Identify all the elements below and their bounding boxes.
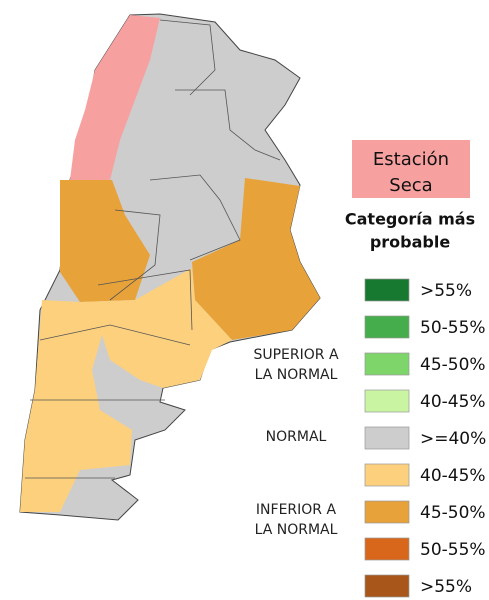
group-label: SUPERIOR A <box>253 347 338 363</box>
legend-swatch <box>364 463 410 487</box>
province-line <box>149 174 241 261</box>
title: Seca <box>389 175 432 196</box>
group-label: LA NORMAL <box>255 367 338 383</box>
legend: Estación Seca Categoría más probable SUPERIO… <box>253 149 486 598</box>
legend-label: 40-45% <box>420 392 486 412</box>
legend-label: 50-55% <box>420 540 486 560</box>
legend-swatch <box>364 389 410 413</box>
legend-swatch <box>364 426 410 450</box>
province-line <box>109 209 161 301</box>
group-label: INFERIOR A <box>256 502 337 518</box>
group-label: LA NORMAL <box>255 522 338 538</box>
legend-label: 50-55% <box>420 318 486 338</box>
subtitle: probable <box>370 233 451 252</box>
legend-label: 45-50% <box>420 503 486 523</box>
region-45-50-west <box>60 180 150 302</box>
legend-swatch <box>364 278 410 302</box>
legend-swatch <box>364 537 410 561</box>
legend-label: 45-50% <box>420 355 486 375</box>
legend-label: 40-45% <box>420 466 486 486</box>
legend-swatch <box>364 574 410 598</box>
province-line <box>159 19 216 96</box>
legend-label: >=40% <box>420 429 486 449</box>
region-45-50-east <box>192 178 320 340</box>
legend-label: >55% <box>420 281 472 301</box>
legend-swatch <box>364 352 410 376</box>
province-lines <box>25 19 281 479</box>
group-label: NORMAL <box>266 429 327 445</box>
legend-swatch <box>364 315 410 339</box>
region-40-45 <box>20 268 232 512</box>
region-dry-nw <box>70 15 160 180</box>
title: Estación <box>373 149 449 170</box>
legend-swatch <box>364 500 410 524</box>
province-line <box>39 324 191 346</box>
province-line <box>97 269 193 331</box>
map <box>19 13 321 521</box>
province-line <box>175 89 281 161</box>
subtitle: Categoría más <box>345 210 475 229</box>
title-box <box>352 140 470 198</box>
legend-label: >55% <box>420 577 472 597</box>
